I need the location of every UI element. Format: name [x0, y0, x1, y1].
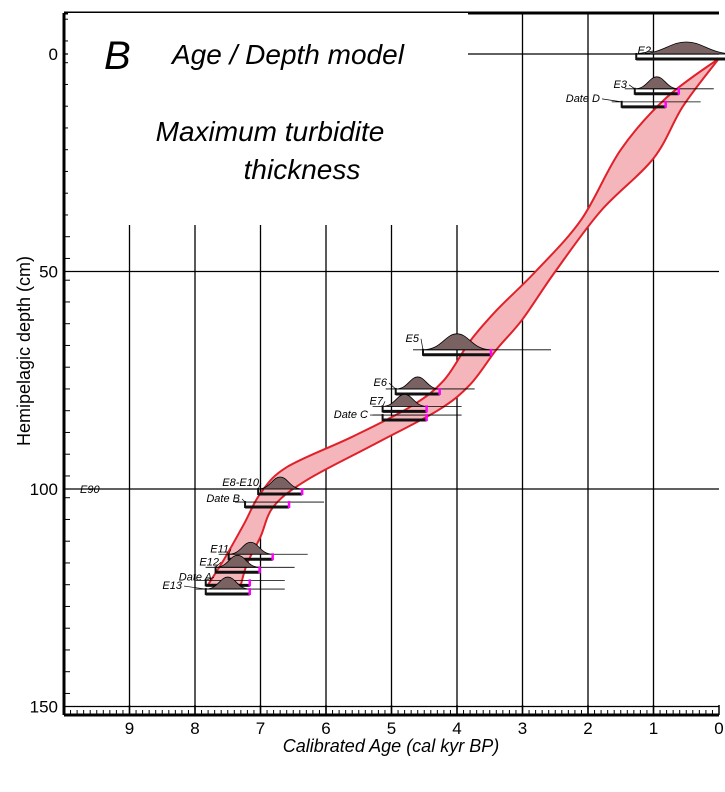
leader-e6: [388, 382, 396, 390]
leader-e12: [215, 562, 222, 568]
envelope-older-line: [207, 57, 720, 586]
distribution-e8-e10: [258, 476, 303, 490]
event-label-e12: E12: [199, 556, 219, 568]
chart-title: Age / Depth model: [170, 39, 405, 70]
distribution-e6: [395, 376, 440, 390]
event-label-date b: Date B: [206, 493, 240, 505]
event-label-e5: E5: [406, 333, 420, 345]
distribution-e5: [422, 333, 492, 351]
event-label-e6: E6: [374, 377, 388, 389]
y-tick-label-150: 150: [30, 698, 58, 717]
leader-e5: [420, 338, 424, 350]
x-tick-label-8: 8: [190, 719, 199, 738]
event-label-e7: E7: [370, 395, 384, 407]
event-label-e13: E13: [162, 580, 182, 592]
distribution-e12: [215, 554, 260, 568]
panel-letter: B: [104, 34, 131, 78]
x-tick-label-7: 7: [256, 719, 265, 738]
x-tick-label-3: 3: [518, 719, 527, 738]
event-label-date c: Date C: [334, 409, 368, 421]
event-label-e90: E90: [80, 484, 100, 496]
x-tick-label-4: 4: [452, 719, 461, 738]
y-tick-label-0: 0: [49, 45, 58, 64]
leader-e13: [183, 585, 206, 590]
y-tick-label-100: 100: [30, 480, 58, 499]
event-label-date a: Date A: [179, 571, 212, 583]
x-axis-label: Calibrated Age (cal kyr BP): [283, 736, 499, 756]
leader-date b: [241, 498, 246, 503]
distribution-e2: [636, 41, 725, 55]
x-tick-label-9: 9: [125, 719, 134, 738]
leader-date a: [205, 577, 215, 581]
event-label-date d: Date D: [566, 93, 600, 105]
distribution-e11: [228, 541, 273, 555]
envelope-fill: [208, 58, 719, 585]
distribution-e3: [634, 76, 679, 90]
leader-e2: [636, 50, 654, 55]
leader-e11: [228, 549, 232, 555]
distribution-e13: [205, 576, 250, 590]
y-axis-label: Hemipelagic depth (cm): [14, 256, 34, 446]
y-tick-label-50: 50: [39, 263, 58, 282]
chart-subtitle-line2: thickness: [244, 154, 361, 185]
x-tick-label-1: 1: [649, 719, 658, 738]
event-label-e3: E3: [614, 79, 628, 91]
event-label-e8-e10: E8-E10: [222, 477, 260, 489]
distribution-e7: [382, 393, 427, 407]
event-label-e11: E11: [210, 543, 229, 555]
title-box-mask: [68, 13, 468, 225]
x-tick-label-0: 0: [714, 719, 723, 738]
event-label-e2: E2: [638, 45, 651, 57]
x-tick-label-6: 6: [321, 719, 330, 738]
leader-e8-e10: [257, 482, 262, 490]
leader-date d: [601, 98, 622, 103]
leader-e7: [382, 401, 386, 407]
envelope-younger-line: [239, 57, 720, 585]
leader-e3: [628, 84, 635, 90]
x-tick-label-2: 2: [583, 719, 592, 738]
chart-subtitle-line1: Maximum turbidite: [156, 116, 385, 147]
x-tick-label-5: 5: [387, 719, 396, 738]
